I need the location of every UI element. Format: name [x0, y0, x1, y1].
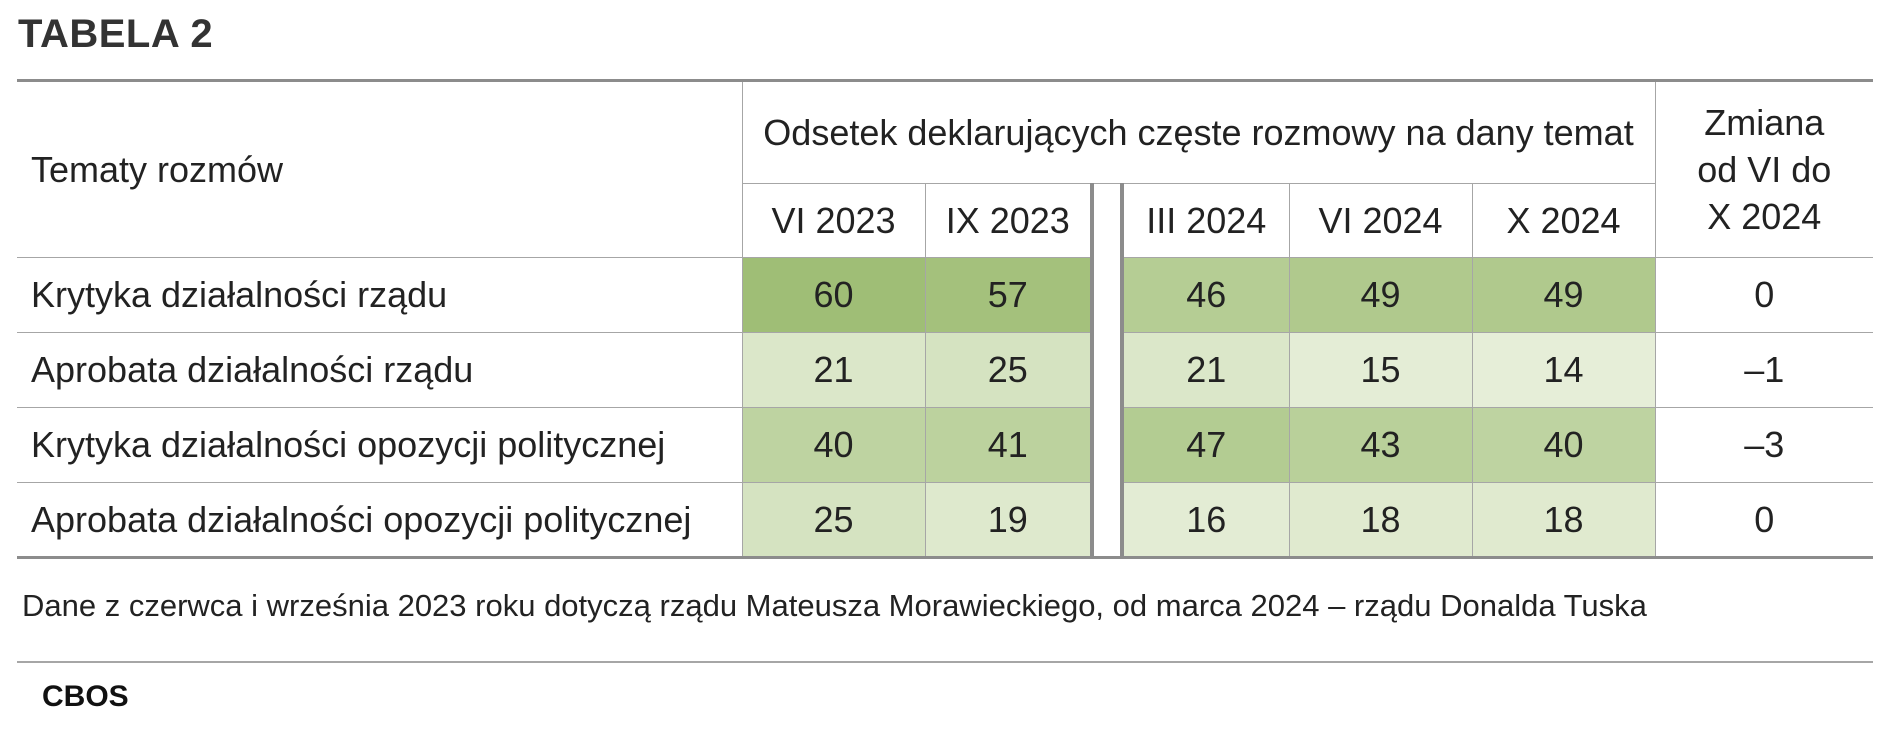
table-row: Aprobata działalności rządu 21 25 21 15 14 –1 [17, 332, 1873, 408]
table-row: Aprobata działalności opozycji polityczn… [17, 482, 1873, 559]
value-cell: 25 [924, 332, 1093, 408]
value-cell: 49 [1288, 257, 1473, 333]
value-cell: 57 [924, 257, 1093, 333]
period-break-divider [1090, 407, 1124, 483]
value-cell: 15 [1288, 332, 1473, 408]
value-cell: 14 [1471, 332, 1656, 408]
value-cell: 46 [1121, 257, 1290, 333]
change-cell: 0 [1654, 482, 1873, 559]
data-table: Tematy rozmów Odsetek deklarujących częs… [17, 79, 1873, 559]
table-title: TABELA 2 [18, 12, 214, 56]
column-header: III 2024 [1121, 183, 1290, 258]
change-header-line: od VI do [1697, 149, 1832, 190]
period-break-divider [1090, 257, 1124, 333]
value-cell: 47 [1121, 407, 1290, 483]
column-header: VI 2023 [741, 183, 926, 258]
change-cell: –1 [1654, 332, 1873, 408]
period-break-divider [1090, 332, 1124, 408]
column-header: IX 2023 [924, 183, 1093, 258]
column-header: VI 2024 [1288, 183, 1473, 258]
row-label: Krytyka działalności rządu [17, 257, 743, 333]
period-break-divider [1090, 183, 1124, 258]
change-cell: 0 [1654, 257, 1873, 333]
table-row: Krytyka działalności rządu 60 57 46 49 49 0 [17, 257, 1873, 333]
table-row: Krytyka działalności opozycji polityczne… [17, 407, 1873, 483]
change-header-line: X 2024 [1707, 196, 1822, 237]
value-cell: 40 [1471, 407, 1656, 483]
source-label: CBOS [42, 680, 129, 713]
change-header-line: Zmiana [1704, 102, 1825, 143]
value-cell: 49 [1471, 257, 1656, 333]
footnote: Dane z czerwca i września 2023 roku doty… [22, 588, 1647, 623]
value-cell: 21 [1121, 332, 1290, 408]
change-cell: –3 [1654, 407, 1873, 483]
row-label: Aprobata działalności opozycji polityczn… [17, 482, 743, 559]
value-cell: 41 [924, 407, 1093, 483]
row-label: Krytyka działalności opozycji polityczne… [17, 407, 743, 483]
column-header: X 2024 [1471, 183, 1656, 258]
divider [17, 661, 1873, 663]
value-cell: 21 [741, 332, 926, 408]
value-cell: 40 [741, 407, 926, 483]
value-cell: 16 [1121, 482, 1290, 559]
row-header: Tematy rozmów [17, 79, 743, 258]
group-header: Odsetek deklarujących częste rozmowy na … [741, 79, 1656, 184]
value-cell: 25 [741, 482, 926, 559]
period-break-divider [1090, 482, 1124, 559]
value-cell: 18 [1288, 482, 1473, 559]
value-cell: 18 [1471, 482, 1656, 559]
change-header: Zmiana od VI do X 2024 [1654, 79, 1873, 258]
value-cell: 60 [741, 257, 926, 333]
value-cell: 43 [1288, 407, 1473, 483]
value-cell: 19 [924, 482, 1093, 559]
row-label: Aprobata działalności rządu [17, 332, 743, 408]
